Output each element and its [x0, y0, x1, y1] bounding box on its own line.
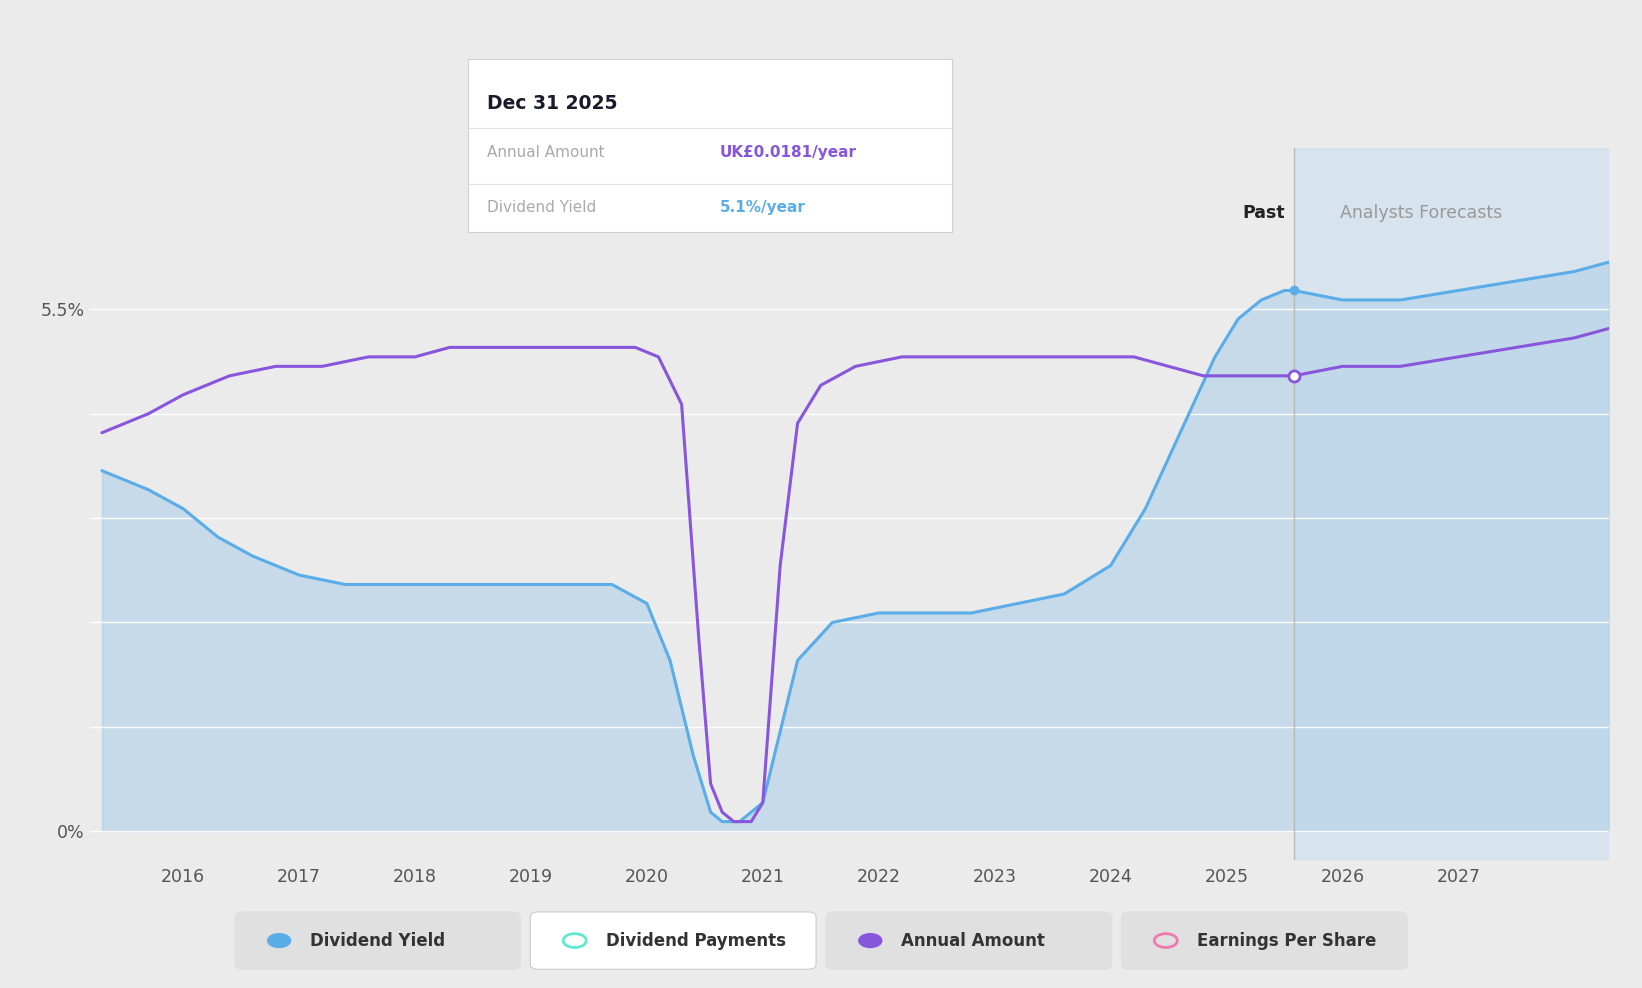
Text: Dividend Yield: Dividend Yield	[310, 932, 445, 949]
Text: Annual Amount: Annual Amount	[488, 145, 604, 160]
Text: Analysts Forecasts: Analysts Forecasts	[1340, 205, 1502, 222]
Text: Dividend Payments: Dividend Payments	[606, 932, 787, 949]
Text: UK£0.0181/year: UK£0.0181/year	[719, 145, 857, 160]
Text: 5.1%/year: 5.1%/year	[719, 201, 806, 215]
Text: Earnings Per Share: Earnings Per Share	[1197, 932, 1376, 949]
Bar	[1294, 148, 1609, 860]
Text: Dividend Yield: Dividend Yield	[488, 201, 596, 215]
Text: Past: Past	[1241, 205, 1284, 222]
Text: Annual Amount: Annual Amount	[901, 932, 1046, 949]
Text: Dec 31 2025: Dec 31 2025	[488, 94, 617, 113]
